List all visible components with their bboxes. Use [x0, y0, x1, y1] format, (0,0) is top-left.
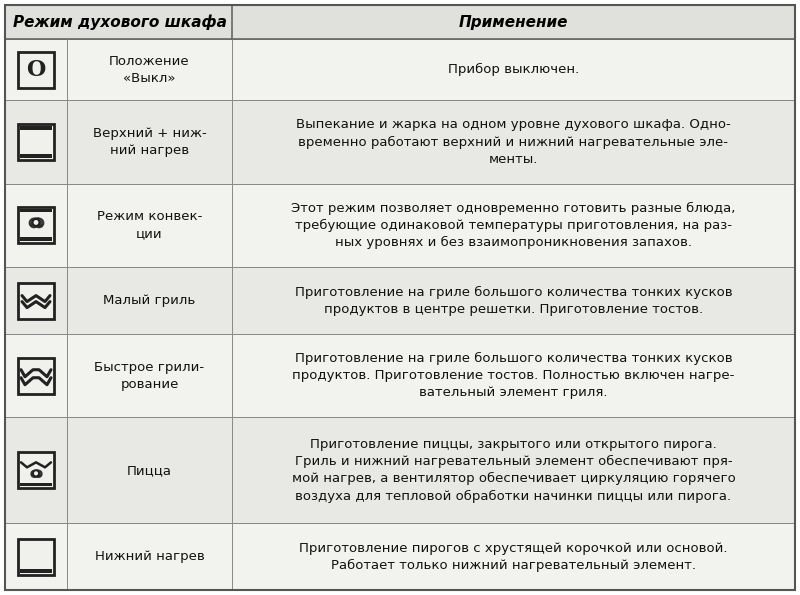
Bar	[18, 124, 54, 160]
Bar	[18, 452, 54, 488]
Text: O: O	[26, 59, 46, 80]
Text: Малый гриль: Малый гриль	[103, 294, 196, 307]
Text: Режим духового шкафа: Режим духового шкафа	[13, 14, 227, 30]
Bar	[18, 358, 54, 394]
Text: Выпекание и жарка на одном уровне духового шкафа. Одно-
временно работают верхни: Выпекание и жарка на одном уровне духово…	[296, 118, 731, 165]
Bar	[5, 39, 795, 100]
Bar	[5, 267, 795, 334]
Circle shape	[33, 219, 39, 226]
Bar	[18, 208, 54, 243]
Text: Применение: Применение	[458, 14, 568, 30]
Bar	[5, 100, 795, 184]
Text: Приготовление пиццы, закрытого или открытого пирога.
Гриль и нижний нагревательн: Приготовление пиццы, закрытого или откры…	[292, 438, 735, 503]
Text: Приготовление на гриле большого количества тонких кусков
продуктов в центре реше: Приготовление на гриле большого количест…	[294, 286, 732, 315]
Bar	[18, 538, 54, 575]
Bar	[20, 483, 52, 486]
Bar	[20, 237, 52, 242]
Text: Положение
«Выкл»: Положение «Выкл»	[109, 55, 190, 84]
Text: Приготовление на гриле большого количества тонких кусков
продуктов. Приготовлени: Приготовление на гриле большого количест…	[292, 352, 734, 399]
Text: Приготовление пирогов с хрустящей корочкой или основой.
Работает только нижний н: Приготовление пирогов с хрустящей корочк…	[299, 541, 728, 572]
Bar	[5, 523, 795, 590]
Bar	[18, 283, 54, 318]
Text: Этот режим позволяет одновременно готовить разные блюда,
требующие одинаковой те: Этот режим позволяет одновременно готови…	[291, 202, 736, 249]
Bar	[5, 5, 795, 39]
Bar	[20, 569, 52, 572]
Bar	[20, 126, 52, 130]
Text: Нижний нагрев: Нижний нагрев	[94, 550, 204, 563]
Bar	[20, 154, 52, 158]
Text: Верхний + ниж-
ний нагрев: Верхний + ниж- ний нагрев	[93, 127, 206, 157]
Text: Прибор выключен.: Прибор выключен.	[448, 63, 579, 76]
Bar	[5, 418, 795, 523]
Text: Пицца: Пицца	[127, 464, 172, 477]
Bar	[5, 334, 795, 418]
Text: Быстрое грили-
рование: Быстрое грили- рование	[94, 361, 205, 391]
Bar	[20, 209, 52, 212]
Bar	[18, 52, 54, 87]
Bar	[5, 184, 795, 267]
Circle shape	[33, 470, 39, 477]
Text: Режим конвек-
ции: Режим конвек- ции	[97, 211, 202, 240]
